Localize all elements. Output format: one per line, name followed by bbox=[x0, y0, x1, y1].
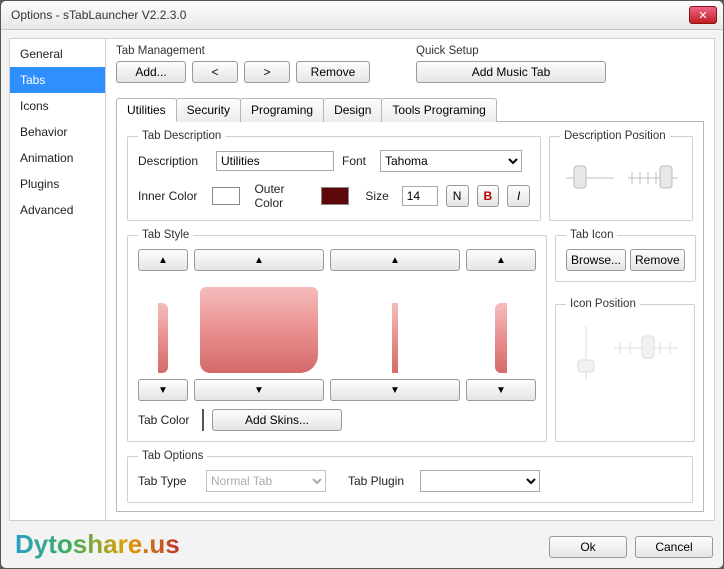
next-tab-button[interactable]: > bbox=[244, 61, 290, 83]
tab-options-group: Tab Options Tab Type Normal Tab Tab Plug… bbox=[127, 450, 693, 503]
description-label: Description bbox=[138, 154, 208, 168]
tab-plugin-select[interactable] bbox=[420, 470, 540, 492]
tab-options-legend: Tab Options bbox=[138, 450, 207, 462]
sidebar-item-plugins[interactable]: Plugins bbox=[10, 171, 105, 197]
dialog-body: General Tabs Icons Behavior Animation Pl… bbox=[1, 30, 723, 529]
sidebar-item-tabs[interactable]: Tabs bbox=[10, 67, 105, 93]
description-input[interactable] bbox=[216, 151, 334, 171]
tab-type-select: Normal Tab bbox=[206, 470, 326, 492]
category-sidebar: General Tabs Icons Behavior Animation Pl… bbox=[9, 38, 105, 521]
prev-tab-button[interactable]: < bbox=[192, 61, 238, 83]
tab-style-group: Tab Style ▲ ▲ ▲ ▲ ▼ ▼ ▼ bbox=[127, 229, 547, 442]
add-tab-button[interactable]: Add... bbox=[116, 61, 186, 83]
dialog-footer: Dytoshare.us Ok Cancel bbox=[1, 529, 723, 568]
font-select[interactable]: Tahoma bbox=[380, 150, 522, 172]
tab-tools-programing[interactable]: Tools Programing bbox=[381, 98, 496, 122]
style-up-4[interactable]: ▲ bbox=[466, 249, 536, 271]
remove-tab-button[interactable]: Remove bbox=[296, 61, 370, 83]
style-down-2[interactable]: ▼ bbox=[194, 379, 324, 401]
inner-color-label: Inner Color bbox=[138, 189, 204, 203]
tab-strip: Utilities Security Programing Design Too… bbox=[116, 97, 704, 122]
watermark-logo: Dytoshare.us bbox=[15, 529, 180, 560]
tab-style-legend: Tab Style bbox=[138, 229, 193, 241]
tab-management-label: Tab Management bbox=[116, 45, 396, 57]
tab-icon-legend: Tab Icon bbox=[566, 229, 617, 241]
ok-button[interactable]: Ok bbox=[549, 536, 627, 558]
add-skins-button[interactable]: Add Skins... bbox=[212, 409, 342, 431]
close-icon: ✕ bbox=[698, 9, 707, 22]
sidebar-item-behavior[interactable]: Behavior bbox=[10, 119, 105, 145]
style-preview-left-edge bbox=[158, 303, 168, 373]
style-preview-right-edge bbox=[495, 303, 507, 373]
sidebar-item-icons[interactable]: Icons bbox=[10, 93, 105, 119]
outer-color-label: Outer Color bbox=[254, 182, 313, 210]
tab-icon-group: Tab Icon Browse... Remove bbox=[555, 229, 696, 282]
close-button[interactable]: ✕ bbox=[689, 6, 717, 24]
outer-color-swatch[interactable] bbox=[321, 187, 349, 205]
tab-utilities[interactable]: Utilities bbox=[116, 98, 177, 122]
tab-color-label: Tab Color bbox=[138, 413, 194, 427]
cancel-button[interactable]: Cancel bbox=[635, 536, 713, 558]
size-label: Size bbox=[365, 189, 393, 203]
tab-description-legend: Tab Description bbox=[138, 130, 225, 142]
tab-design[interactable]: Design bbox=[323, 98, 382, 122]
font-bold-button[interactable]: B bbox=[477, 185, 500, 207]
style-down-4[interactable]: ▼ bbox=[466, 379, 536, 401]
style-up-3[interactable]: ▲ bbox=[330, 249, 460, 271]
tab-security[interactable]: Security bbox=[176, 98, 241, 122]
icon-position-legend: Icon Position bbox=[566, 298, 640, 310]
quick-setup-label: Quick Setup bbox=[416, 45, 704, 57]
browse-icon-button[interactable]: Browse... bbox=[566, 249, 626, 271]
font-italic-button[interactable]: I bbox=[507, 185, 530, 207]
tab-color-swatch[interactable] bbox=[202, 409, 204, 431]
main-panel: Tab Management Add... < > Remove Quick S… bbox=[105, 38, 715, 521]
style-down-3[interactable]: ▼ bbox=[330, 379, 460, 401]
style-preview-body bbox=[200, 287, 318, 373]
tab-body: Tab Description Description Font Tahoma … bbox=[116, 122, 704, 512]
size-input[interactable] bbox=[402, 186, 438, 206]
sidebar-item-animation[interactable]: Animation bbox=[10, 145, 105, 171]
tab-plugin-label: Tab Plugin bbox=[348, 474, 412, 488]
tab-description-group: Tab Description Description Font Tahoma … bbox=[127, 130, 541, 221]
style-up-1[interactable]: ▲ bbox=[138, 249, 188, 271]
sidebar-item-general[interactable]: General bbox=[10, 41, 105, 67]
font-normal-button[interactable]: N bbox=[446, 185, 469, 207]
sidebar-item-advanced[interactable]: Advanced bbox=[10, 197, 105, 223]
top-controls-row: Tab Management Add... < > Remove Quick S… bbox=[116, 45, 704, 83]
titlebar: Options - sTabLauncher V2.2.3.0 ✕ bbox=[1, 1, 723, 30]
description-position-legend: Description Position bbox=[560, 130, 670, 142]
description-position-sliders[interactable] bbox=[560, 150, 682, 204]
tab-programing[interactable]: Programing bbox=[240, 98, 324, 122]
icon-position-sliders bbox=[566, 318, 684, 388]
tab-type-label: Tab Type bbox=[138, 474, 198, 488]
options-dialog: Options - sTabLauncher V2.2.3.0 ✕ Genera… bbox=[0, 0, 724, 569]
remove-icon-button[interactable]: Remove bbox=[630, 249, 685, 271]
window-title: Options - sTabLauncher V2.2.3.0 bbox=[7, 8, 689, 22]
inner-color-swatch[interactable] bbox=[212, 187, 240, 205]
style-down-1[interactable]: ▼ bbox=[138, 379, 188, 401]
style-preview-divider bbox=[392, 303, 398, 373]
add-music-tab-button[interactable]: Add Music Tab bbox=[416, 61, 606, 83]
style-up-2[interactable]: ▲ bbox=[194, 249, 324, 271]
description-position-group: Description Position bbox=[549, 130, 693, 221]
font-label: Font bbox=[342, 154, 372, 168]
icon-position-group: Icon Position bbox=[555, 298, 695, 442]
